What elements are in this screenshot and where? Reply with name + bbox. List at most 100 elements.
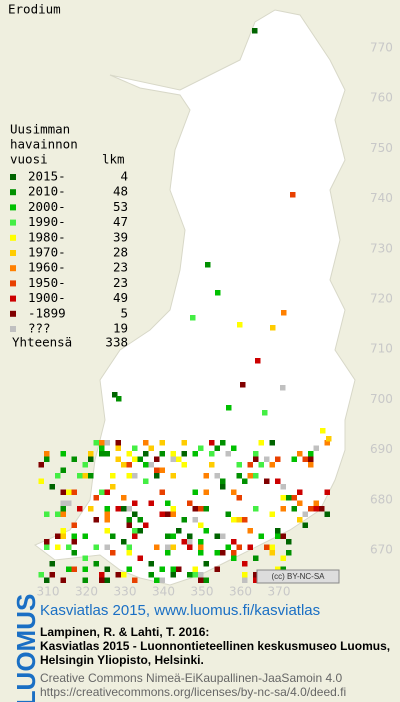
cell <box>137 555 143 561</box>
legend-swatch <box>10 280 16 287</box>
cell <box>262 410 268 416</box>
legend-label: 1960- <box>28 260 66 275</box>
cell <box>60 506 66 512</box>
cell <box>71 539 77 545</box>
license-url[interactable]: https://creativecommons.org/licenses/by-… <box>40 685 346 699</box>
cell <box>231 550 237 556</box>
legend-count: 48 <box>113 184 128 199</box>
cell <box>99 577 105 583</box>
cell <box>203 489 209 495</box>
cell <box>214 473 220 479</box>
cell <box>308 456 314 462</box>
legend-swatch <box>10 265 16 272</box>
legend-col-header: vuosi <box>10 152 48 167</box>
legend-count: 39 <box>113 229 128 244</box>
cell <box>176 566 182 572</box>
cell <box>198 572 204 578</box>
license-badge-text: (cc) BY-NC-SA <box>271 572 325 581</box>
citation: Lampinen, R. & Lahti, T. 2016: <box>40 625 209 639</box>
cell <box>308 451 314 457</box>
cell <box>55 473 61 479</box>
legend-count: 19 <box>113 321 128 336</box>
cell <box>280 506 286 512</box>
cell <box>143 451 149 457</box>
legend-col-header: lkm <box>102 152 125 167</box>
y-axis-label: 710 <box>370 342 393 356</box>
cell <box>236 495 242 501</box>
cell <box>104 528 110 534</box>
y-axis-label: 770 <box>370 41 393 55</box>
cell <box>320 428 326 434</box>
cell <box>236 544 242 550</box>
cell <box>324 511 330 517</box>
cell <box>269 462 275 468</box>
cell <box>121 495 127 501</box>
legend-swatch <box>10 295 16 302</box>
legend-heading: Uusimman <box>10 122 70 137</box>
cell <box>225 451 231 457</box>
cell <box>286 495 292 501</box>
cell <box>215 290 221 296</box>
cell <box>132 473 138 479</box>
legend-count: 23 <box>113 275 128 290</box>
cell <box>60 528 66 534</box>
cell <box>236 462 242 468</box>
cell <box>319 506 325 512</box>
cell <box>214 550 220 556</box>
cell <box>60 577 66 583</box>
cell <box>137 528 143 534</box>
cell <box>159 440 165 446</box>
cell <box>170 533 176 539</box>
y-axis-label: 740 <box>370 191 393 205</box>
cell <box>203 577 209 583</box>
cell <box>126 517 132 523</box>
cell <box>247 462 253 468</box>
cell <box>121 462 127 468</box>
cell <box>143 478 149 484</box>
cell <box>159 577 165 583</box>
x-axis-label: 340 <box>152 585 175 599</box>
cell <box>126 451 132 457</box>
cell <box>198 577 204 583</box>
cell <box>170 511 176 517</box>
cell <box>290 192 296 198</box>
cell <box>258 440 264 446</box>
cell <box>104 489 110 495</box>
cell <box>104 440 110 446</box>
cell <box>77 506 83 512</box>
cell <box>126 473 132 479</box>
cell <box>132 577 138 583</box>
cell <box>297 500 303 506</box>
cell <box>137 517 143 523</box>
cell <box>112 392 118 398</box>
legend-swatch <box>10 234 16 241</box>
cell <box>297 517 303 523</box>
cell <box>324 489 330 495</box>
cell <box>82 566 88 572</box>
cell <box>231 539 237 545</box>
cell <box>44 456 50 462</box>
cell <box>132 511 138 517</box>
cell <box>242 577 248 583</box>
legend-heading: havainnon <box>10 137 78 152</box>
cell <box>71 489 77 495</box>
atlas-link[interactable]: Kasviatlas 2015, www.luomus.fi/kasviatla… <box>40 602 320 619</box>
cell <box>104 517 110 523</box>
citation: Helsingin Yliopisto, Helsinki. <box>40 653 204 667</box>
cell <box>60 467 66 473</box>
cell <box>99 451 105 457</box>
cell <box>170 572 176 578</box>
y-axis-label: 720 <box>370 292 393 306</box>
cell <box>66 489 72 495</box>
cell <box>115 506 121 512</box>
cell <box>137 456 143 462</box>
cell <box>324 440 330 446</box>
cell <box>170 473 176 479</box>
cell <box>280 484 286 490</box>
cell <box>170 566 176 572</box>
cell <box>280 385 286 391</box>
cell <box>110 484 116 490</box>
cell <box>104 566 110 572</box>
x-axis-label: 370 <box>268 585 291 599</box>
